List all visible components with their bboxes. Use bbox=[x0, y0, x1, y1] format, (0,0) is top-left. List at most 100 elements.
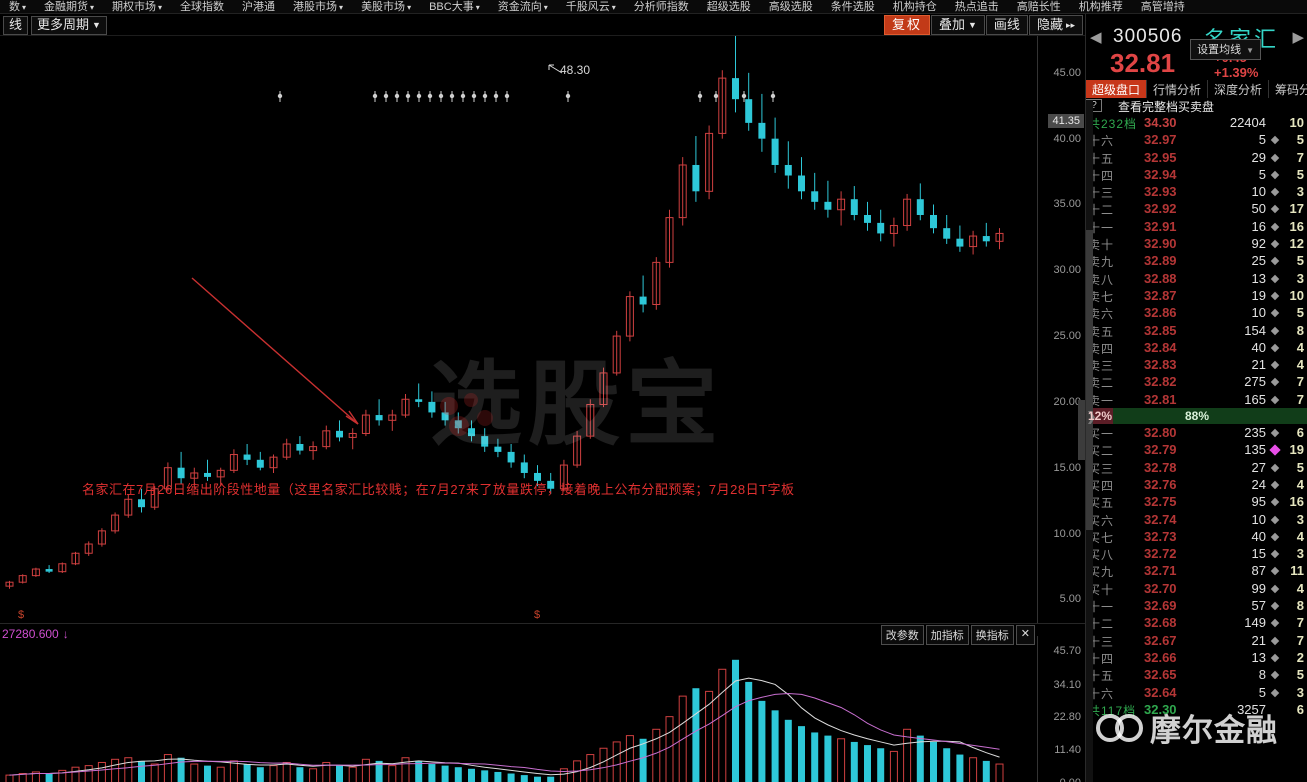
nav-item-0[interactable]: 数 ▾ bbox=[0, 1, 35, 13]
order-book-row[interactable]: 卖九 32.89 25 5 bbox=[1086, 252, 1307, 269]
tab-3[interactable]: 筹码分 bbox=[1269, 80, 1307, 98]
last-price-tick: 41.35 bbox=[1048, 113, 1084, 128]
tab-2[interactable]: 深度分析 bbox=[1208, 80, 1270, 98]
overlay-button[interactable]: 叠加 ▼ bbox=[930, 15, 985, 35]
order-book-row[interactable]: 十六 32.97 5 5 bbox=[1086, 131, 1307, 148]
order-book-row[interactable]: 十三 32.93 10 3 bbox=[1086, 183, 1307, 200]
switch-indicator-button[interactable]: 换指标 bbox=[970, 625, 1014, 645]
set-moving-average-button[interactable]: 设置均线 ▼ bbox=[1190, 39, 1261, 60]
change-params-button[interactable]: 改参数 bbox=[880, 625, 924, 645]
close-indicator-button[interactable]: ✕ bbox=[1015, 625, 1035, 645]
order-book-scrollbar[interactable] bbox=[1086, 100, 1093, 782]
dividend-marker[interactable]: $ bbox=[18, 609, 25, 621]
candlestick-plot[interactable] bbox=[0, 36, 1037, 623]
panel-collapse-icon[interactable]: ❯ bbox=[1086, 409, 1097, 424]
top-nav-bar[interactable]: 数 ▾ 金融期货 ▾ 期权市场 ▾ 全球指数 沪港通 港股市场 ▾ 美股市场 ▾ BBC大事 ▾ 资金流向 ▾… bbox=[0, 0, 1307, 14]
order-book-row[interactable]: 卖七 32.87 19 10 bbox=[1086, 287, 1307, 304]
volume-value: 27280.600 bbox=[2, 627, 59, 641]
volume-plot[interactable] bbox=[0, 644, 1037, 782]
order-book-row[interactable]: 十五 32.65 8 5 bbox=[1086, 666, 1307, 683]
nav-item-5[interactable]: 港股市场 ▾ bbox=[284, 1, 352, 13]
volume-panel[interactable]: 27280.600 ↓ 改参数 加指标 换指标 ✕ 45.70 34.10 22.80 11.… bbox=[0, 623, 1085, 782]
order-book-row[interactable]: 十四 32.94 5 5 bbox=[1086, 166, 1307, 183]
order-book-row[interactable]: 卖十 32.90 92 12 bbox=[1086, 235, 1307, 252]
order-book-row[interactable]: 买一 32.80 235 6 bbox=[1086, 424, 1307, 441]
nav-item-14[interactable]: 机构持仓 bbox=[884, 1, 946, 13]
candlestick-svg bbox=[5, 36, 1004, 589]
draw-line-button[interactable]: 画线 bbox=[985, 15, 1028, 35]
order-book-row[interactable]: 买九 32.71 87 11 bbox=[1086, 562, 1307, 579]
chart-vertical-scrollbar[interactable] bbox=[1078, 400, 1085, 460]
order-book-row[interactable]: 卖四 32.84 40 4 bbox=[1086, 339, 1307, 356]
order-book-row[interactable]: 十四 32.66 13 2 bbox=[1086, 649, 1307, 666]
chart-toolbar: 线更多周期 ▼ 复权 叠加 ▼ 画线 隐藏 ▸▸ bbox=[0, 14, 1085, 36]
nav-item-18[interactable]: 高管增持 bbox=[1132, 1, 1194, 13]
order-book-row[interactable]: 十三 32.67 21 7 bbox=[1086, 632, 1307, 649]
order-marker-icon bbox=[1270, 360, 1280, 370]
order-book-row[interactable]: 卖五 32.85 154 8 bbox=[1086, 322, 1307, 339]
order-book-row[interactable]: 共117档 32.30 3257 6 bbox=[1086, 701, 1307, 718]
toolbar-right-group: 复权 叠加 ▼ 画线 隐藏 ▸▸ bbox=[883, 15, 1083, 35]
nav-item-16[interactable]: 高赔长性 bbox=[1008, 1, 1070, 13]
prev-stock-arrow-icon[interactable]: ◀ bbox=[1090, 29, 1102, 46]
level-label: 十五 bbox=[1088, 151, 1115, 166]
order-book-row[interactable]: 十二 32.68 149 7 bbox=[1086, 614, 1307, 631]
nav-item-13[interactable]: 条件选股 bbox=[822, 1, 884, 13]
order-book-row[interactable]: 买八 32.72 15 3 bbox=[1086, 545, 1307, 562]
nav-item-3[interactable]: 全球指数 bbox=[171, 1, 233, 13]
next-stock-arrow-icon[interactable]: ▶ bbox=[1292, 29, 1304, 46]
order-book-row[interactable]: 卖二 32.82 275 7 bbox=[1086, 373, 1307, 390]
order-book-row[interactable]: 共232档 34.30 22404 10 bbox=[1086, 114, 1307, 131]
order-book-row[interactable]: 十五 32.95 29 7 bbox=[1086, 149, 1307, 166]
order-book-row[interactable]: 卖一 32.81 165 7 bbox=[1086, 391, 1307, 408]
order-book-row[interactable]: 卖六 32.86 10 5 bbox=[1086, 304, 1307, 321]
price-chart-panel[interactable]: 45.00 40.00 35.00 30.00 25.00 20.00 15.00 10.00… bbox=[0, 36, 1085, 623]
nav-item-4[interactable]: 沪港通 bbox=[233, 1, 284, 13]
order-book-row[interactable]: 卖三 32.83 21 4 bbox=[1086, 356, 1307, 373]
chart-annotation-text: 名家汇在7月26日缩出阶段性地量（这里名家汇比较贱；在7月27来了放量跌停，接着… bbox=[82, 482, 795, 497]
order-book-row[interactable]: 十六 32.64 5 3 bbox=[1086, 684, 1307, 701]
adjust-price-button[interactable]: 复权 bbox=[883, 15, 930, 35]
nav-item-8[interactable]: 资金流向 ▾ bbox=[489, 1, 557, 13]
nav-item-12[interactable]: 高级选股 bbox=[760, 1, 822, 13]
order-book-row[interactable]: 买十 32.70 99 4 bbox=[1086, 580, 1307, 597]
order-book-row[interactable]: 卖八 32.88 13 3 bbox=[1086, 270, 1307, 287]
tab-0[interactable]: 超级盘口 bbox=[1086, 80, 1148, 98]
dividend-marker[interactable]: $ bbox=[534, 609, 541, 621]
level-price: 32.65 bbox=[1144, 667, 1177, 683]
nav-item-10[interactable]: 分析师指数 bbox=[625, 1, 698, 13]
nav-item-label: 高级选股 bbox=[768, 1, 813, 13]
nav-item-2[interactable]: 期权市场 ▾ bbox=[103, 1, 171, 13]
more-period-button[interactable]: 更多周期 ▼ bbox=[31, 15, 107, 35]
full-book-title[interactable]: 查看完整档买卖盘 bbox=[1118, 100, 1215, 114]
order-book-row[interactable]: 买四 32.76 24 4 bbox=[1086, 476, 1307, 493]
nav-item-1[interactable]: 金融期货 ▾ bbox=[35, 1, 103, 13]
order-book-row[interactable]: 十二 32.92 50 17 bbox=[1086, 200, 1307, 217]
nav-item-7[interactable]: BBC大事 ▾ bbox=[420, 1, 489, 13]
level-order-count: 8 bbox=[1296, 322, 1304, 338]
level-volume: 21 bbox=[1251, 632, 1266, 648]
order-marker-icon bbox=[1270, 601, 1280, 611]
order-book-row[interactable]: 十一 32.69 57 8 bbox=[1086, 597, 1307, 614]
level-order-count: 3 bbox=[1296, 684, 1304, 700]
order-book-row[interactable]: 买五 32.75 95 16 bbox=[1086, 493, 1307, 510]
level-order-count: 3 bbox=[1296, 184, 1304, 200]
order-book-row[interactable]: 买二 32.79 135 19 bbox=[1086, 441, 1307, 458]
order-book-row[interactable]: 十一 32.91 16 16 bbox=[1086, 218, 1307, 235]
level-price: 34.30 bbox=[1144, 115, 1177, 130]
scrollbar-thumb[interactable] bbox=[1086, 230, 1093, 530]
hide-button[interactable]: 隐藏 ▸▸ bbox=[1028, 15, 1083, 35]
nav-item-11[interactable]: 超级选股 bbox=[698, 1, 760, 13]
order-book-row[interactable]: 买七 32.73 40 4 bbox=[1086, 528, 1307, 545]
tab-1[interactable]: 行情分析 bbox=[1147, 80, 1209, 98]
level-order-count: 5 bbox=[1296, 132, 1304, 148]
line-period-button[interactable]: 线 bbox=[3, 15, 29, 35]
order-book-row[interactable]: 买六 32.74 10 3 bbox=[1086, 511, 1307, 528]
nav-item-17[interactable]: 机构推荐 bbox=[1070, 1, 1132, 13]
level-volume: 57 bbox=[1251, 598, 1266, 614]
nav-item-6[interactable]: 美股市场 ▾ bbox=[352, 1, 420, 13]
order-book-row[interactable]: 买三 32.78 27 5 bbox=[1086, 459, 1307, 476]
nav-item-15[interactable]: 热点追击 bbox=[946, 1, 1008, 13]
add-indicator-button[interactable]: 加指标 bbox=[925, 625, 969, 645]
nav-item-9[interactable]: 千股风云 ▾ bbox=[557, 1, 625, 13]
